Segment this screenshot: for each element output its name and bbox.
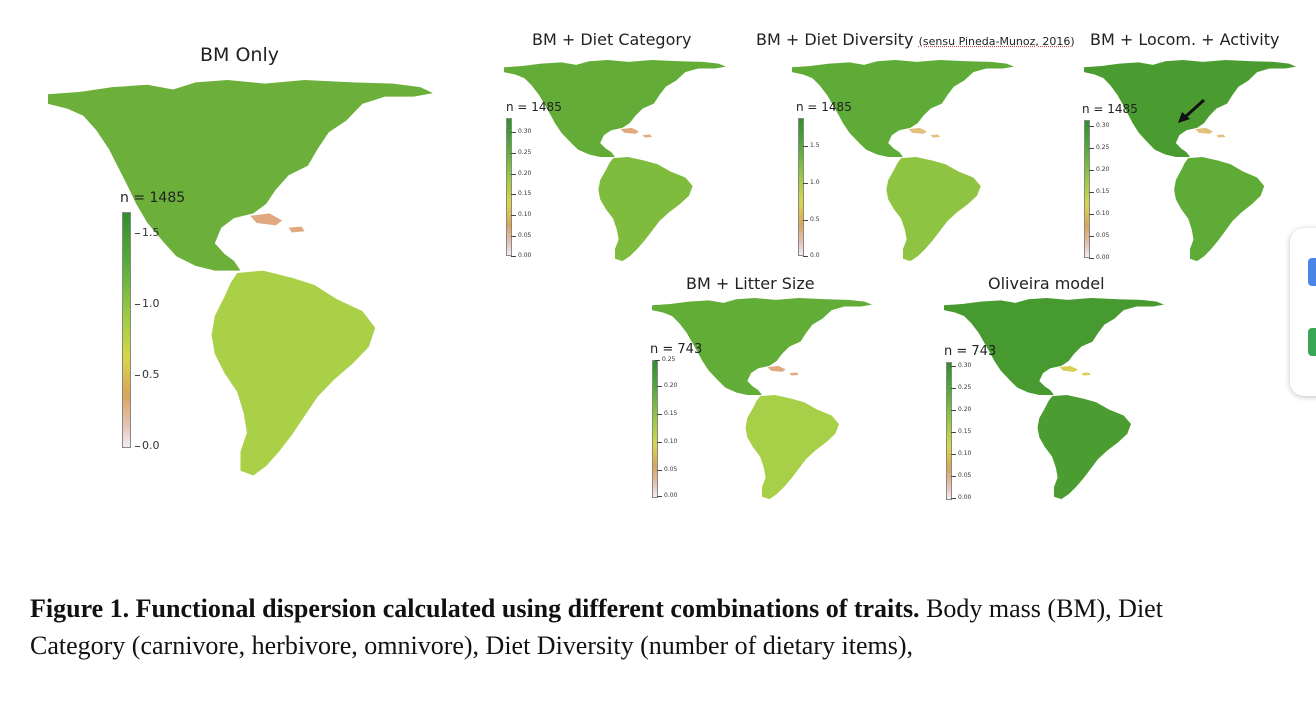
- caption-bold: Figure 1. Functional dispersion calculat…: [30, 594, 920, 623]
- panel-title: BM + Diet Category: [532, 30, 691, 49]
- legend-tick: 0.00: [958, 494, 971, 501]
- legend-tick: 0.15: [664, 410, 677, 417]
- suggest-icon[interactable]: [1308, 328, 1316, 356]
- n-label: n = 1485: [796, 100, 852, 114]
- n-label: n = 1485: [120, 190, 185, 206]
- legend-tick: 1.0: [142, 297, 160, 310]
- comment-icon[interactable]: [1308, 258, 1316, 286]
- legend-tick: 0.0: [810, 252, 820, 259]
- legend-tick: 0.25: [1096, 144, 1109, 151]
- arrow-icon: [1176, 98, 1206, 124]
- n-label: n = 1485: [506, 100, 562, 114]
- legend-tick: 0.30: [958, 362, 971, 369]
- legend-tick: 0.20: [664, 382, 677, 389]
- legend-tick: 0.5: [142, 368, 160, 381]
- legend-tick: 0.15: [1096, 188, 1109, 195]
- legend-tick: 0.05: [518, 232, 531, 239]
- legend-tick: 0.25: [662, 356, 675, 363]
- legend-tick: 0.10: [518, 211, 531, 218]
- legend-bar: [1084, 120, 1090, 258]
- legend-tick: 0.20: [958, 406, 971, 413]
- legend-tick: 0.30: [518, 128, 531, 135]
- color-legend: 1.5 1.0 0.5 0.0: [122, 212, 182, 448]
- legend-tick: 0.00: [1096, 254, 1109, 261]
- legend-tick: 0.5: [810, 216, 820, 223]
- legend-tick: 0.10: [1096, 210, 1109, 217]
- legend-bar: [798, 118, 804, 256]
- legend-tick: 0.05: [958, 472, 971, 479]
- figure-caption: Figure 1. Functional dispersion calculat…: [30, 590, 1230, 664]
- panel-locom-activity: BM + Locom. + Activity n = 1485 0.30 0.2…: [1080, 26, 1300, 266]
- side-toolbar[interactable]: [1290, 228, 1316, 396]
- color-legend: 0.30 0.25 0.20 0.15 0.10 0.05 0.00: [1084, 120, 1124, 260]
- legend-tick: 1.5: [810, 142, 820, 149]
- panel-title-main: BM + Diet Diversity: [756, 30, 914, 49]
- map-americas: [48, 80, 433, 485]
- legend-tick: 0.05: [1096, 232, 1109, 239]
- legend-tick: 0.00: [518, 252, 531, 259]
- panel-title: Oliveira model: [988, 274, 1105, 293]
- legend-tick: 0.15: [958, 428, 971, 435]
- legend-tick: 0.05: [664, 466, 677, 473]
- legend-bar: [122, 212, 131, 448]
- legend-tick: 0.15: [518, 190, 531, 197]
- n-label: n = 743: [650, 342, 702, 357]
- panel-diet-category: BM + Diet Category n = 1485 0.30 0.25 0.…: [500, 26, 730, 266]
- legend-tick: 0.10: [664, 438, 677, 445]
- color-legend: 0.25 0.20 0.15 0.10 0.05 0.00: [652, 360, 692, 500]
- legend-tick: 1.0: [810, 179, 820, 186]
- legend-tick: 1.5: [142, 226, 160, 239]
- panel-title: BM + Locom. + Activity: [1090, 30, 1279, 49]
- n-label: n = 743: [944, 344, 996, 359]
- panel-oliveira: Oliveira model n = 743 0.30 0.25 0.20 0.…: [940, 270, 1170, 506]
- color-legend: 1.5 1.0 0.5 0.0: [798, 118, 838, 258]
- legend-tick: 0.25: [518, 149, 531, 156]
- legend-tick: 0.20: [518, 170, 531, 177]
- panel-litter-size: BM + Litter Size n = 743 0.25 0.20 0.15 …: [648, 270, 878, 506]
- color-legend: 0.30 0.25 0.20 0.15 0.10 0.05 0.00: [946, 362, 986, 502]
- legend-tick: 0.00: [664, 492, 677, 499]
- legend-bar: [652, 360, 658, 498]
- panel-title: BM + Litter Size: [686, 274, 815, 293]
- panel-title: BM + Diet Diversity (sensu Pineda-Munoz,…: [756, 30, 1075, 49]
- panel-bm-only: BM Only n = 1485 1.5 1.0 0.5 0.0: [48, 40, 448, 480]
- legend-tick: 0.10: [958, 450, 971, 457]
- legend-tick: 0.30: [1096, 122, 1109, 129]
- panel-diet-diversity: BM + Diet Diversity (sensu Pineda-Munoz,…: [756, 26, 1076, 266]
- n-label: n = 1485: [1082, 102, 1138, 116]
- legend-tick: 0.0: [142, 439, 160, 452]
- panel-title: BM Only: [200, 44, 279, 66]
- panel-title-note: (sensu Pineda-Munoz, 2016): [919, 35, 1075, 48]
- legend-tick: 0.25: [958, 384, 971, 391]
- legend-tick: 0.20: [1096, 166, 1109, 173]
- color-legend: 0.30 0.25 0.20 0.15 0.10 0.05 0.00: [506, 118, 546, 258]
